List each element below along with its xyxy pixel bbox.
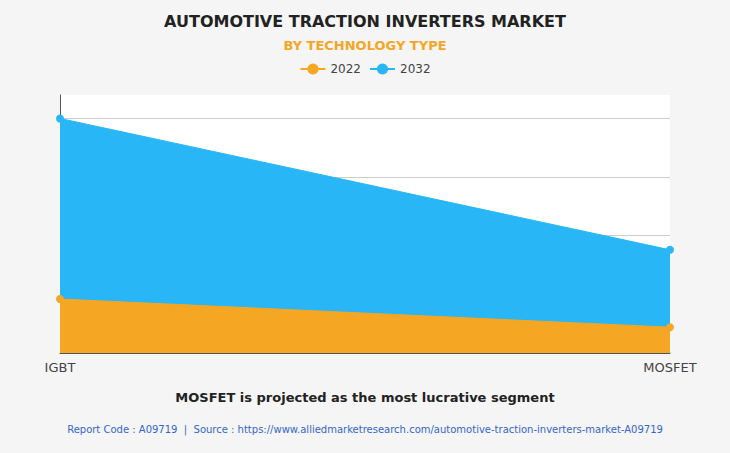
- svg-text:BY TECHNOLOGY TYPE: BY TECHNOLOGY TYPE: [283, 38, 446, 53]
- svg-text:MOSFET: MOSFET: [643, 360, 696, 375]
- svg-text:2032: 2032: [400, 62, 431, 76]
- svg-text:AUTOMOTIVE TRACTION INVERTERS: AUTOMOTIVE TRACTION INVERTERS MARKET: [164, 12, 566, 31]
- svg-text:Report Code : A09719 | Sourc: Report Code : A09719 | Source : https://…: [67, 424, 663, 436]
- svg-text:IGBT: IGBT: [45, 360, 76, 375]
- svg-text:MOSFET is projected as the mos: MOSFET is projected as the most lucrativ…: [175, 390, 554, 405]
- svg-text:2022: 2022: [330, 62, 361, 76]
